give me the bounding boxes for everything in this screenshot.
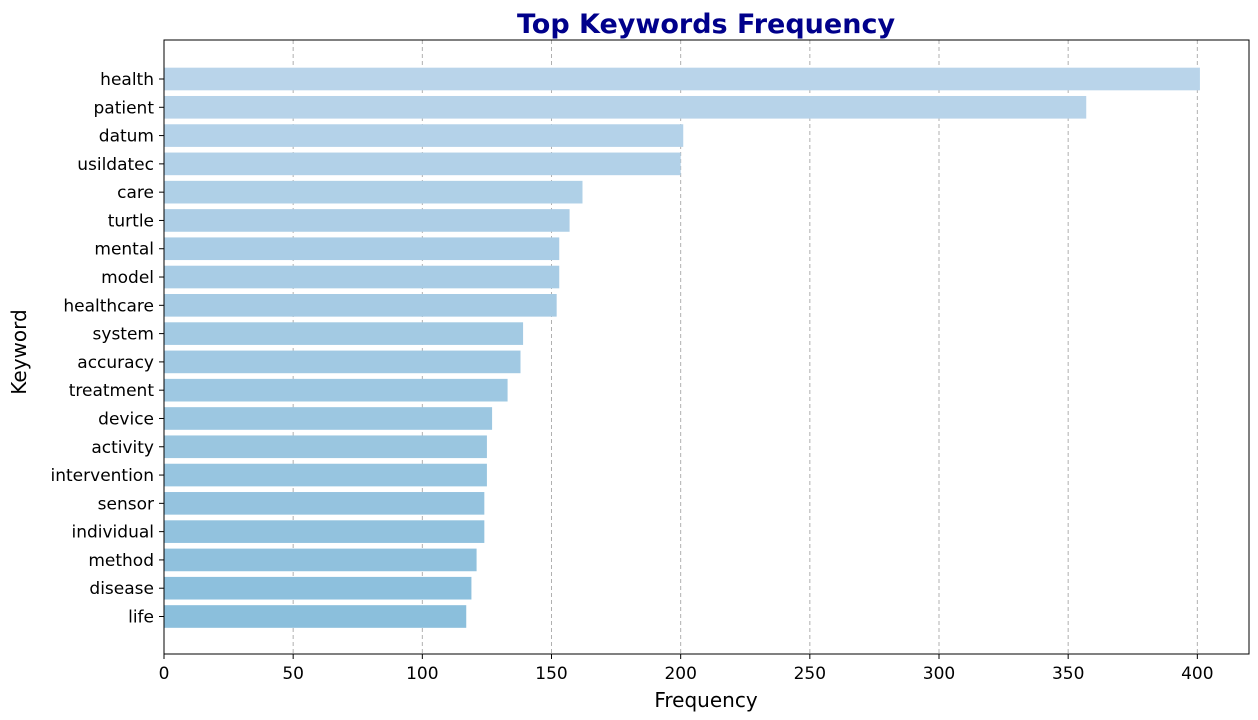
bar-disease <box>164 576 472 600</box>
y-tick-label: sensor <box>98 494 154 514</box>
x-tick-label: 300 <box>923 664 955 684</box>
bar-method <box>164 548 477 572</box>
plot-frame <box>163 39 1250 655</box>
bar-care <box>164 180 583 204</box>
y-axis-ticks: health patient datum usildatec care turtle men… <box>51 70 164 628</box>
y-tick-label: individual <box>71 523 154 543</box>
bar-sensor <box>164 492 485 515</box>
y-tick-label: life <box>128 608 154 628</box>
y-tick-label: method <box>88 551 154 571</box>
y-tick-label: model <box>101 268 154 288</box>
bar-treatment <box>164 378 508 402</box>
y-tick-label: intervention <box>51 466 154 486</box>
bar-health <box>164 67 1200 91</box>
bar-accuracy <box>164 350 521 374</box>
bar-system <box>164 322 524 345</box>
bar-model <box>164 265 560 289</box>
y-tick-label: usildatec <box>77 155 154 175</box>
x-tick-label: 250 <box>794 664 826 684</box>
bar-turtle <box>164 209 570 232</box>
x-tick-label: 150 <box>535 664 567 684</box>
y-tick-label: healthcare <box>63 296 154 316</box>
x-tick-label: 50 <box>282 664 304 684</box>
y-tick-label: mental <box>94 240 154 260</box>
x-tick-label: 100 <box>406 664 438 684</box>
x-tick-label: 200 <box>664 664 696 684</box>
bar-life <box>164 605 467 628</box>
y-tick-label: system <box>93 325 154 345</box>
x-axis-ticks: 0 50 100 150 200 250 300 350 400 <box>159 654 1214 684</box>
bars <box>164 67 1200 628</box>
y-tick-label: turtle <box>108 211 154 231</box>
bar-usildatec <box>164 152 681 176</box>
x-axis-label: Frequency <box>654 688 757 712</box>
x-tick-label: 350 <box>1052 664 1084 684</box>
x-tick-label: 400 <box>1181 664 1213 684</box>
bar-intervention <box>164 463 487 487</box>
y-tick-label: treatment <box>69 381 155 401</box>
bar-individual <box>164 520 485 543</box>
bar-device <box>164 407 493 430</box>
y-tick-label: health <box>100 70 154 90</box>
y-tick-label: care <box>117 183 154 203</box>
bar-datum <box>164 124 684 147</box>
bar-healthcare <box>164 294 557 317</box>
y-axis-label: Keyword <box>7 309 31 394</box>
y-tick-label: patient <box>94 98 155 118</box>
y-tick-label: device <box>98 409 154 429</box>
bar-activity <box>164 435 487 459</box>
y-tick-label: datum <box>99 127 154 147</box>
chart-title: Top Keywords Frequency <box>517 9 896 40</box>
y-tick-label: activity <box>91 438 154 458</box>
y-tick-label: accuracy <box>77 353 154 373</box>
bar-patient <box>164 95 1087 119</box>
x-tick-label: 0 <box>159 664 170 684</box>
y-tick-label: disease <box>89 579 154 599</box>
bar-mental <box>164 237 560 261</box>
